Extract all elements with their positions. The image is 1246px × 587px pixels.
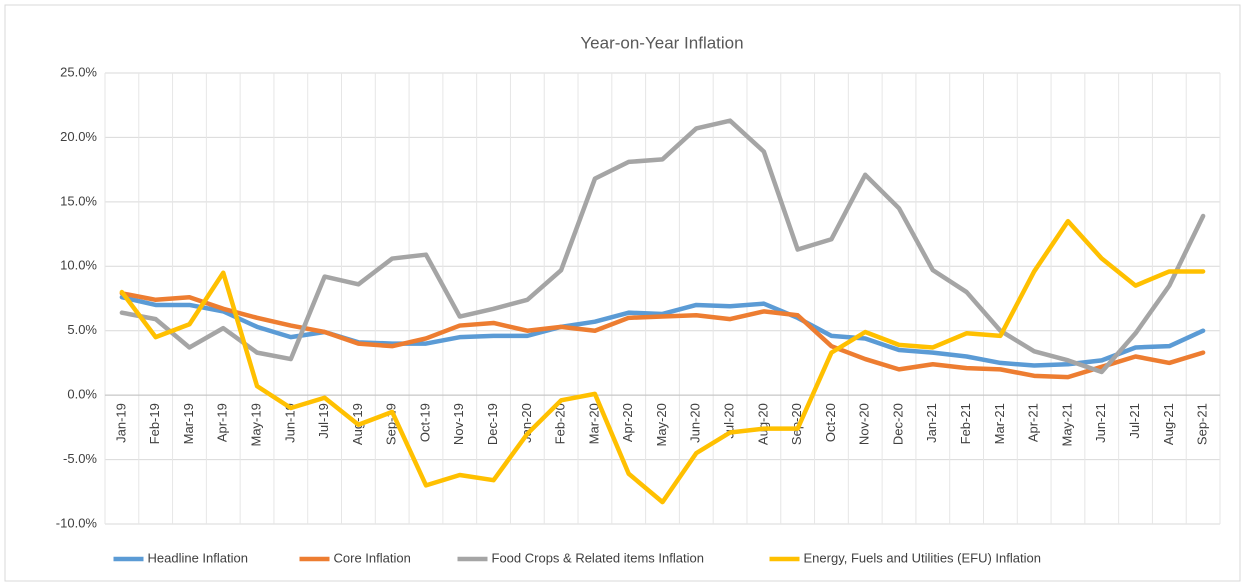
x-tick-label: Jan-19 [113,403,128,443]
y-tick-label: 0.0% [67,387,97,402]
x-tick-label: Oct-20 [823,403,838,442]
x-tick-label: Mar-21 [992,403,1007,444]
y-tick-label: -5.0% [63,451,97,466]
x-tick-label: Feb-19 [147,403,162,444]
y-tick-label: 10.0% [60,258,97,273]
series-line [119,118,1206,375]
x-tick-label: Apr-20 [620,403,635,442]
x-tick-label: Apr-21 [1026,403,1041,442]
x-tick-label: Nov-20 [857,403,872,445]
x-tick-label: Oct-19 [417,403,432,442]
legend-label: Headline Inflation [148,550,248,565]
series-line [119,218,1206,505]
x-tick-label: Dec-19 [485,403,500,445]
x-tick-label: Aug-20 [755,403,770,445]
y-tick-label: 5.0% [67,322,97,337]
x-tick-label: May-21 [1059,403,1074,446]
x-tick-label: Dec-20 [890,403,905,445]
x-tick-label: Jan-21 [924,403,939,443]
legend-label: Energy, Fuels and Utilities (EFU) Inflat… [804,550,1041,565]
x-tick-label: May-20 [654,403,669,446]
x-tick-label: Mar-20 [586,403,601,444]
chart-frame [4,4,1241,582]
x-tick-label: Jul-21 [1127,403,1142,438]
x-tick-label: Jun-20 [688,403,703,443]
x-tick-label: Sep-20 [789,403,804,445]
x-tick-label: Apr-19 [215,403,230,442]
x-tick-label: Jun-19 [282,403,297,443]
x-tick-label: Jun-21 [1093,403,1108,443]
y-tick-label: -10.0% [56,515,98,530]
x-tick-label: Mar-19 [181,403,196,444]
x-tick-label: Jul-20 [722,403,737,438]
y-tick-label: 20.0% [60,129,97,144]
x-tick-label: Jul-19 [316,403,331,438]
x-tick-label: May-19 [248,403,263,446]
x-tick-label: Sep-21 [1195,403,1210,445]
y-tick-label: 15.0% [60,193,97,208]
y-tick-label: 25.0% [60,64,97,79]
x-tick-label: Nov-19 [451,403,466,445]
legend-label: Core Inflation [334,550,411,565]
x-tick-label: Aug-21 [1161,403,1176,445]
x-tick-label: Feb-20 [553,403,568,444]
chart-title: Year-on-Year Inflation [580,33,743,52]
legend-label: Food Crops & Related items Inflation [492,550,704,565]
x-tick-label: Feb-21 [958,403,973,444]
